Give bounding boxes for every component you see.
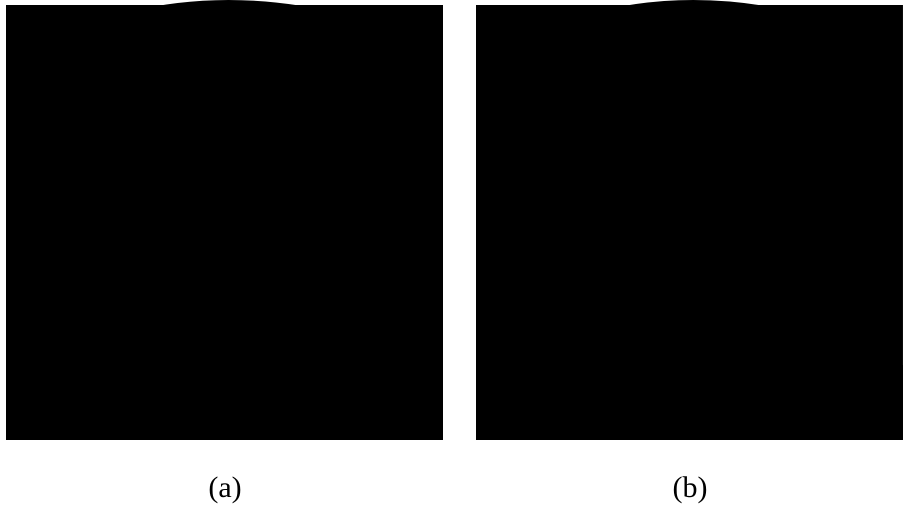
photo-b — [476, 0, 903, 440]
panel-label: (b) — [673, 471, 708, 504]
photo-a — [6, 0, 443, 440]
panel-label: (a) — [208, 471, 241, 504]
